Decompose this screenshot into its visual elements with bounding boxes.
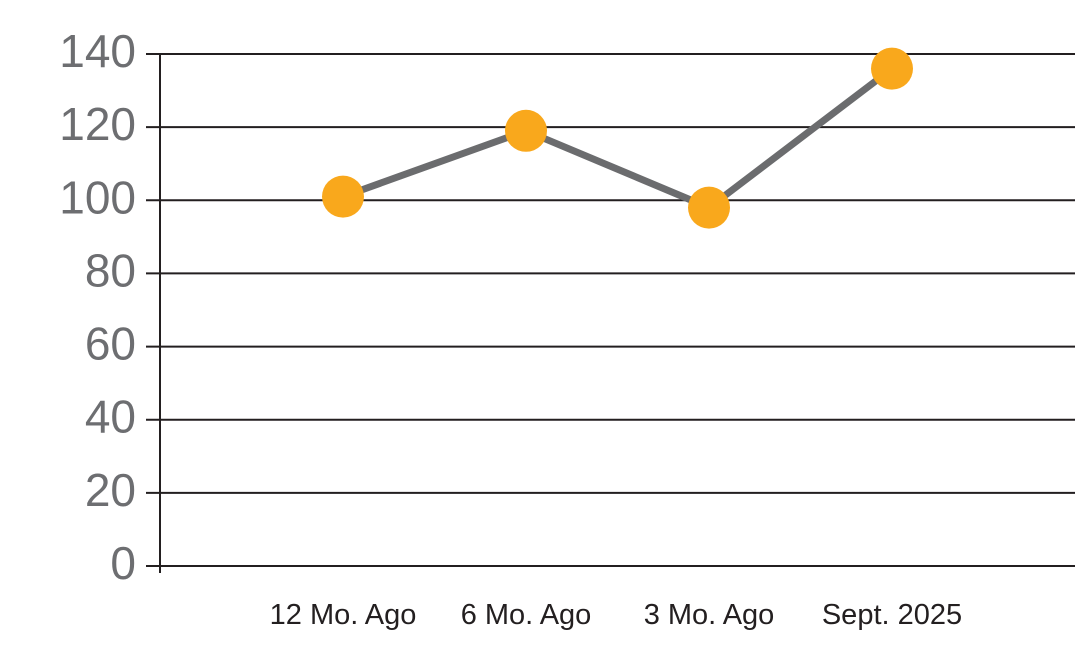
data-point-marker [871, 47, 913, 90]
x-axis-labels-group: 12 Mo. Ago 6 Mo. Ago 3 Mo. Ago Sept. 2025 [270, 599, 963, 631]
y-axis-tick-label: 100 [59, 171, 136, 223]
data-line [339, 65, 896, 212]
data-point-marker [688, 186, 730, 229]
data-point-markers-group [322, 47, 913, 229]
gridlines-group [146, 53, 1075, 567]
x-axis-tick-label: Sept. 2025 [822, 599, 962, 631]
data-point-marker [505, 109, 547, 152]
x-axis-tick-label: 3 Mo. Ago [644, 599, 775, 631]
data-point-marker [322, 175, 364, 218]
y-axis-labels-group: 0 20 40 60 80 100 120 140 [59, 25, 136, 589]
y-axis-tick-label: 40 [85, 391, 136, 443]
y-axis-tick-label: 80 [85, 244, 136, 296]
y-axis-tick-label: 120 [59, 98, 136, 150]
y-axis-tick-label: 140 [59, 25, 136, 77]
y-axis-tick-label: 20 [85, 464, 136, 516]
y-axis-tick-label: 0 [110, 537, 136, 589]
x-axis-tick-label: 12 Mo. Ago [270, 599, 417, 631]
x-axis-tick-label: 6 Mo. Ago [461, 599, 592, 631]
y-axis-tick-label: 60 [85, 318, 136, 370]
